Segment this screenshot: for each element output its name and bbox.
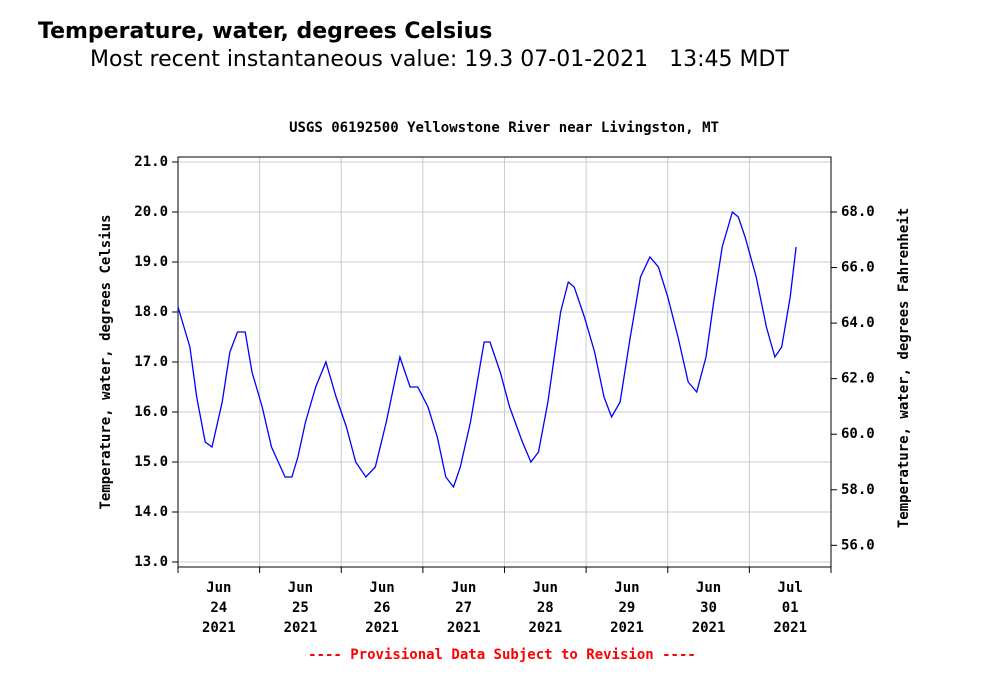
x-tick-label: 29 [619, 600, 636, 616]
x-tick-label: 24 [210, 600, 227, 616]
x-tick-label: 25 [292, 600, 309, 616]
y-axis-label: Temperature, water, degrees Celsius [98, 214, 114, 509]
y-tick-label: 18.0 [134, 304, 168, 320]
y2-tick-label: 60.0 [841, 426, 875, 442]
x-tick-label: Jun [696, 580, 721, 596]
x-tick-label: 2021 [284, 620, 318, 636]
x-tick-label: 2021 [528, 620, 562, 636]
y2-tick-label: 68.0 [841, 204, 875, 220]
x-tick-label: Jun [451, 580, 476, 596]
x-tick-label: 2021 [692, 620, 726, 636]
y2-tick-label: 58.0 [841, 482, 875, 498]
x-tick-label: 28 [537, 600, 554, 616]
y-tick-label: 21.0 [134, 154, 168, 170]
x-tick-label: Jun [206, 580, 231, 596]
x-tick-label: 2021 [773, 620, 807, 636]
y2-tick-label: 56.0 [841, 537, 875, 553]
x-tick-label: Jun [533, 580, 558, 596]
y-tick-label: 13.0 [134, 554, 168, 570]
y2-tick-label: 62.0 [841, 371, 875, 387]
x-tick-label: 01 [782, 600, 799, 616]
data-line [177, 210, 797, 489]
page-title: Temperature, water, degrees Celsius [38, 19, 492, 44]
provisional-note: ---- Provisional Data Subject to Revisio… [308, 647, 696, 663]
page-subtitle: Most recent instantaneous value: 19.3 07… [90, 47, 789, 72]
y2-tick-label: 64.0 [841, 315, 875, 331]
y2-axis-label: Temperature, water, degrees Fahrenheit [896, 208, 912, 528]
x-tick-label: 30 [700, 600, 717, 616]
y-tick-label: 20.0 [134, 204, 168, 220]
x-tick-label: 2021 [610, 620, 644, 636]
x-tick-label: 2021 [365, 620, 399, 636]
x-tick-label: Jun [288, 580, 313, 596]
x-tick-label: 26 [374, 600, 391, 616]
y-tick-label: 19.0 [134, 254, 168, 270]
x-tick-label: Jun [369, 580, 394, 596]
plot-frame [177, 156, 832, 568]
x-tick-label: Jun [614, 580, 639, 596]
x-tick-label: 2021 [202, 620, 236, 636]
y2-tick-label: 66.0 [841, 260, 875, 276]
y-tick-label: 16.0 [134, 404, 168, 420]
x-tick-label: 27 [455, 600, 472, 616]
x-tick-label: 2021 [447, 620, 481, 636]
y-tick-label: 17.0 [134, 354, 168, 370]
y-tick-label: 14.0 [134, 504, 168, 520]
x-tick-label: Jul [778, 580, 803, 596]
y-tick-label: 15.0 [134, 454, 168, 470]
chart-title: USGS 06192500 Yellowstone River near Liv… [289, 120, 719, 136]
